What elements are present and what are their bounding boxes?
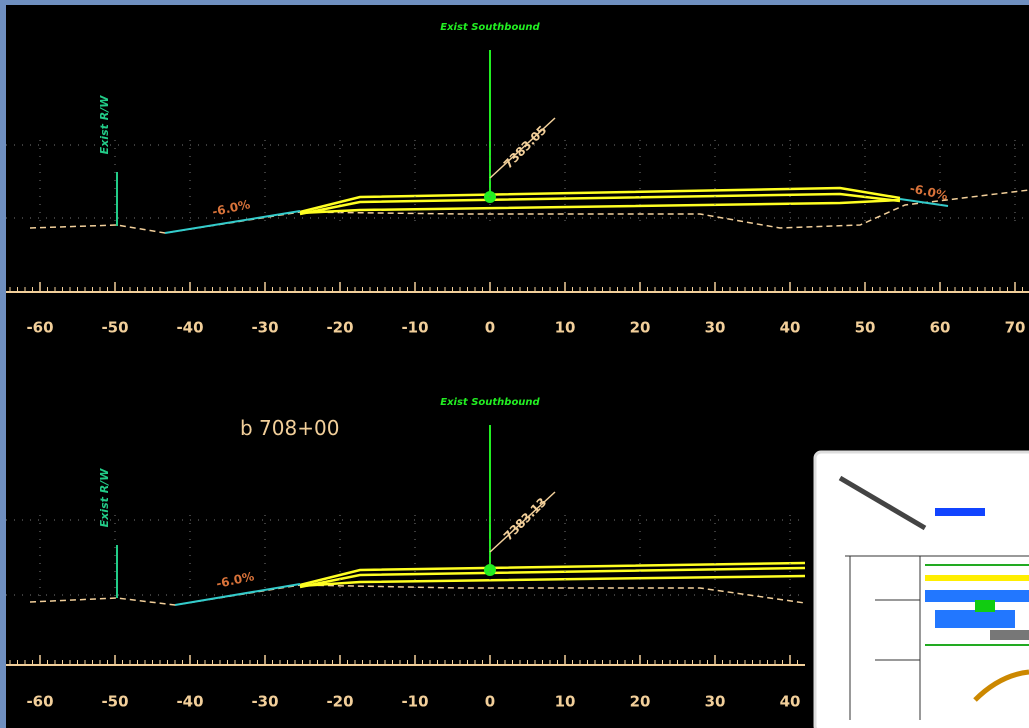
- overview-inset: [815, 452, 1029, 728]
- axis-label: 40: [780, 319, 801, 337]
- axis-label: -60: [26, 319, 53, 337]
- centerline-label: Exist Southbound: [440, 22, 540, 33]
- axis-label: -40: [176, 693, 203, 711]
- axis-label: -20: [326, 693, 353, 711]
- centerline-label: Exist Southbound: [440, 397, 540, 408]
- row-label: Exist R/W: [98, 95, 111, 155]
- axis-label: 0: [485, 319, 495, 337]
- axis-label: 20: [630, 319, 651, 337]
- axis-label: 60: [930, 319, 951, 337]
- axis-label: 10: [555, 319, 576, 337]
- cad-viewport: Exist Southbound Exist R/W 7383.05 -6.0%…: [0, 0, 1029, 728]
- axis-label: -50: [101, 693, 128, 711]
- row-label: Exist R/W: [98, 468, 111, 528]
- axis-label: 40: [780, 693, 801, 711]
- axis-label: -20: [326, 319, 353, 337]
- frame-top: [0, 0, 1029, 5]
- centerline-point: [484, 564, 496, 576]
- axis-label: 10: [555, 693, 576, 711]
- axis-label: -40: [176, 319, 203, 337]
- axis-label: -50: [101, 319, 128, 337]
- axis-label: 0: [485, 693, 495, 711]
- axis-label: -10: [401, 319, 428, 337]
- axis-label: 70: [1005, 319, 1026, 337]
- station-label: b 708+00: [240, 416, 339, 440]
- axis-label: -30: [251, 693, 278, 711]
- axis-label: -60: [26, 693, 53, 711]
- axis-label: 50: [855, 319, 876, 337]
- axis-label: 30: [705, 319, 726, 337]
- axis-label: 30: [705, 693, 726, 711]
- frame-left: [0, 0, 6, 728]
- axis-label: 20: [630, 693, 651, 711]
- axis-label: -10: [401, 693, 428, 711]
- axis-label: -30: [251, 319, 278, 337]
